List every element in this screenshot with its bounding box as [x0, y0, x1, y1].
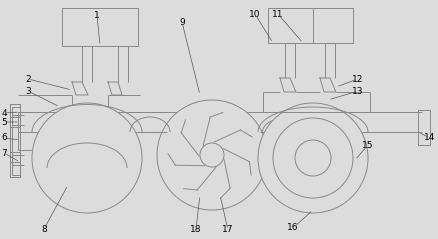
- Bar: [18, 112, 86, 150]
- Text: 14: 14: [424, 134, 436, 142]
- Circle shape: [157, 100, 267, 210]
- Text: 11: 11: [272, 10, 284, 18]
- Text: 12: 12: [352, 75, 364, 83]
- Text: 17: 17: [222, 226, 234, 234]
- Bar: [418, 110, 430, 145]
- Text: 2: 2: [25, 75, 31, 83]
- Text: 9: 9: [179, 17, 185, 27]
- Text: 13: 13: [352, 87, 364, 96]
- Text: 15: 15: [362, 141, 374, 150]
- Text: 6: 6: [1, 134, 7, 142]
- Circle shape: [32, 103, 142, 213]
- Text: 1: 1: [94, 11, 100, 20]
- Text: 18: 18: [190, 224, 202, 234]
- Bar: [268, 8, 353, 43]
- Text: 3: 3: [25, 87, 31, 96]
- Text: 10: 10: [249, 10, 261, 18]
- Text: 7: 7: [1, 148, 7, 158]
- Bar: [62, 8, 138, 46]
- Circle shape: [200, 143, 224, 167]
- Text: 16: 16: [287, 223, 299, 233]
- Circle shape: [273, 118, 353, 198]
- Text: 4: 4: [1, 109, 7, 118]
- Circle shape: [258, 103, 368, 213]
- Text: 5: 5: [1, 118, 7, 126]
- Text: 8: 8: [41, 224, 47, 234]
- Bar: [10, 104, 20, 177]
